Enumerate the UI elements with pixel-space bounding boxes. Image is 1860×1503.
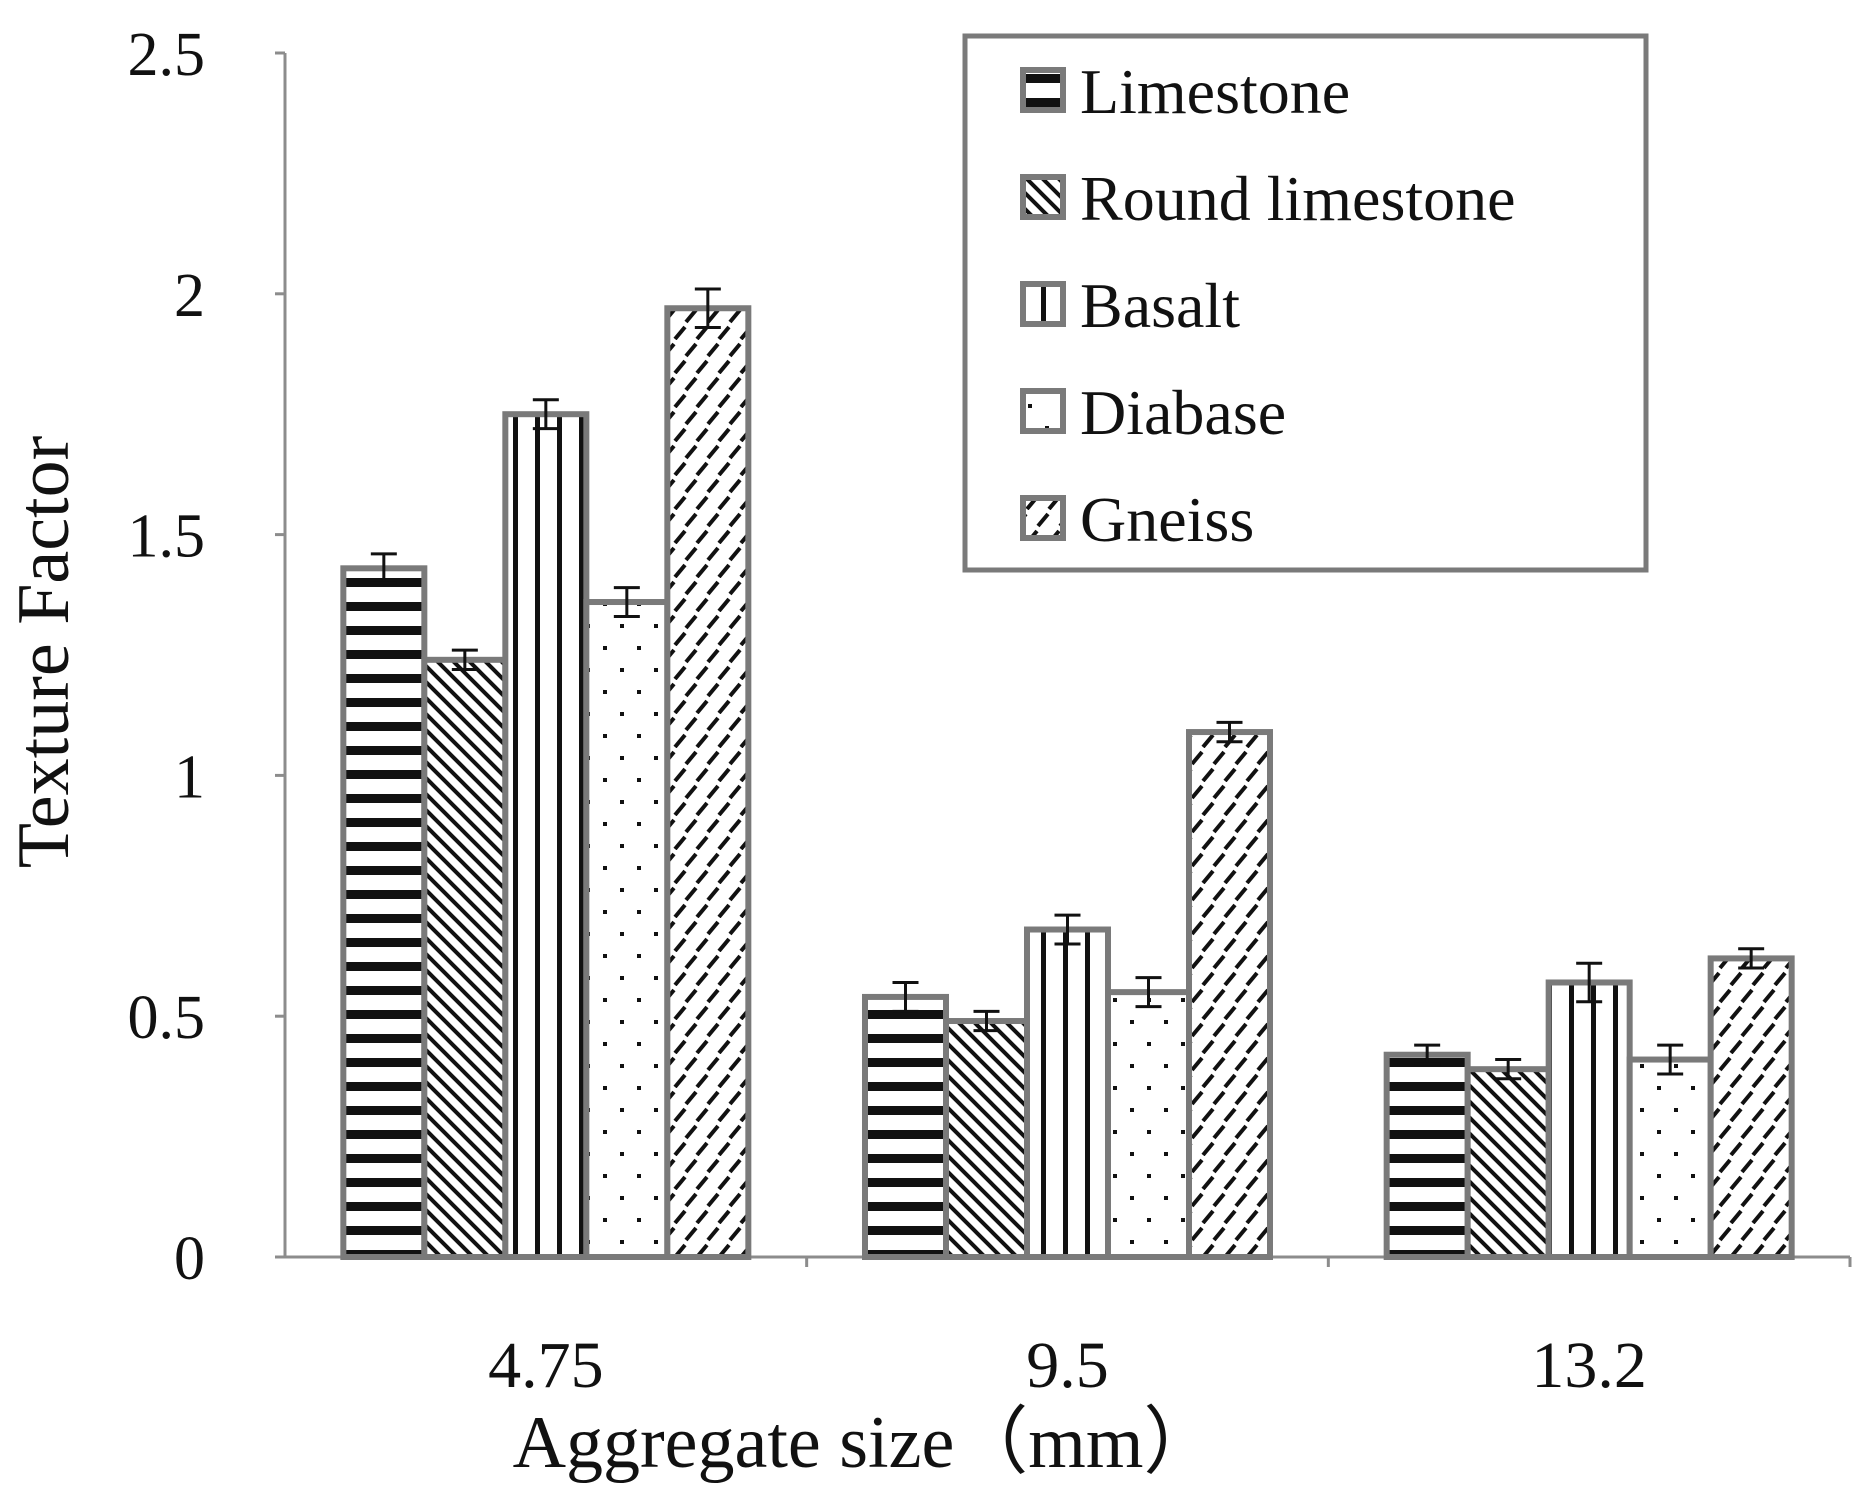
bar-diabase <box>1105 989 1192 1260</box>
x-axis-title: Aggregate size（mm） <box>513 1402 1218 1484</box>
error-bar <box>1414 1043 1441 1066</box>
bar-diabase <box>583 599 671 1260</box>
error-bar <box>451 648 478 671</box>
legend-box <box>962 33 1649 573</box>
bar-limestone <box>340 565 428 1260</box>
bar-round-limestone <box>943 1018 1030 1260</box>
legend-label: Diabase <box>1080 377 1286 448</box>
y-axis: 0 0.5 1 1.5 2 2.5 <box>128 21 287 1293</box>
bar-round-limestone <box>421 656 509 1260</box>
bars <box>340 305 1795 1261</box>
y-tick-label: 2.5 <box>128 21 206 89</box>
legend-swatch <box>1020 388 1066 434</box>
bar-limestone <box>862 993 949 1260</box>
y-axis-title: Texture Factor <box>3 436 85 868</box>
error-bar <box>1054 913 1081 946</box>
error-bar <box>1216 720 1243 744</box>
error-bar <box>1738 947 1765 970</box>
bar-basalt <box>1024 926 1111 1261</box>
y-tick-label: 1 <box>174 743 205 811</box>
legend-label: Basalt <box>1080 270 1240 341</box>
error-bar <box>973 1009 1000 1033</box>
bar-gneiss <box>664 305 752 1260</box>
error-bar <box>370 552 397 585</box>
error-bar <box>694 287 721 330</box>
bar-diabase <box>1626 1056 1714 1260</box>
error-bar <box>1576 961 1603 1004</box>
error-bar <box>1495 1058 1522 1081</box>
legend: Limestone Round limestone Basalt Diabase Gne… <box>962 33 1649 573</box>
x-axis: 4.75 9.5 13.2 <box>285 1255 1852 1402</box>
y-tick-label: 0 <box>174 1225 205 1293</box>
error-bar <box>1135 976 1162 1009</box>
x-tick-label: 9.5 <box>1026 1329 1109 1402</box>
y-tick-label: 1.5 <box>128 503 206 571</box>
legend-swatch <box>1020 67 1066 113</box>
x-tick-label: 13.2 <box>1531 1329 1647 1402</box>
legend-label: Gneiss <box>1080 484 1254 555</box>
bar-basalt <box>502 411 590 1260</box>
bar-gneiss <box>1186 729 1273 1260</box>
error-bar <box>532 398 559 431</box>
bar-gneiss <box>1707 955 1795 1261</box>
x-tick-label: 4.75 <box>488 1329 604 1402</box>
bar-round-limestone <box>1464 1066 1552 1261</box>
error-bars <box>370 287 1765 1081</box>
legend-swatch <box>1020 495 1066 541</box>
bar-limestone <box>1383 1051 1471 1261</box>
legend-swatch <box>1020 174 1066 220</box>
y-tick-label: 2 <box>174 262 205 330</box>
error-bar <box>613 586 640 618</box>
error-bar <box>1657 1043 1684 1076</box>
legend-label: Round limestone <box>1080 163 1516 234</box>
error-bar <box>892 980 919 1013</box>
legend-swatch <box>1020 281 1066 327</box>
y-tick-label: 0.5 <box>128 984 206 1052</box>
bar-basalt <box>1545 979 1633 1260</box>
legend-label: Limestone <box>1080 56 1350 127</box>
